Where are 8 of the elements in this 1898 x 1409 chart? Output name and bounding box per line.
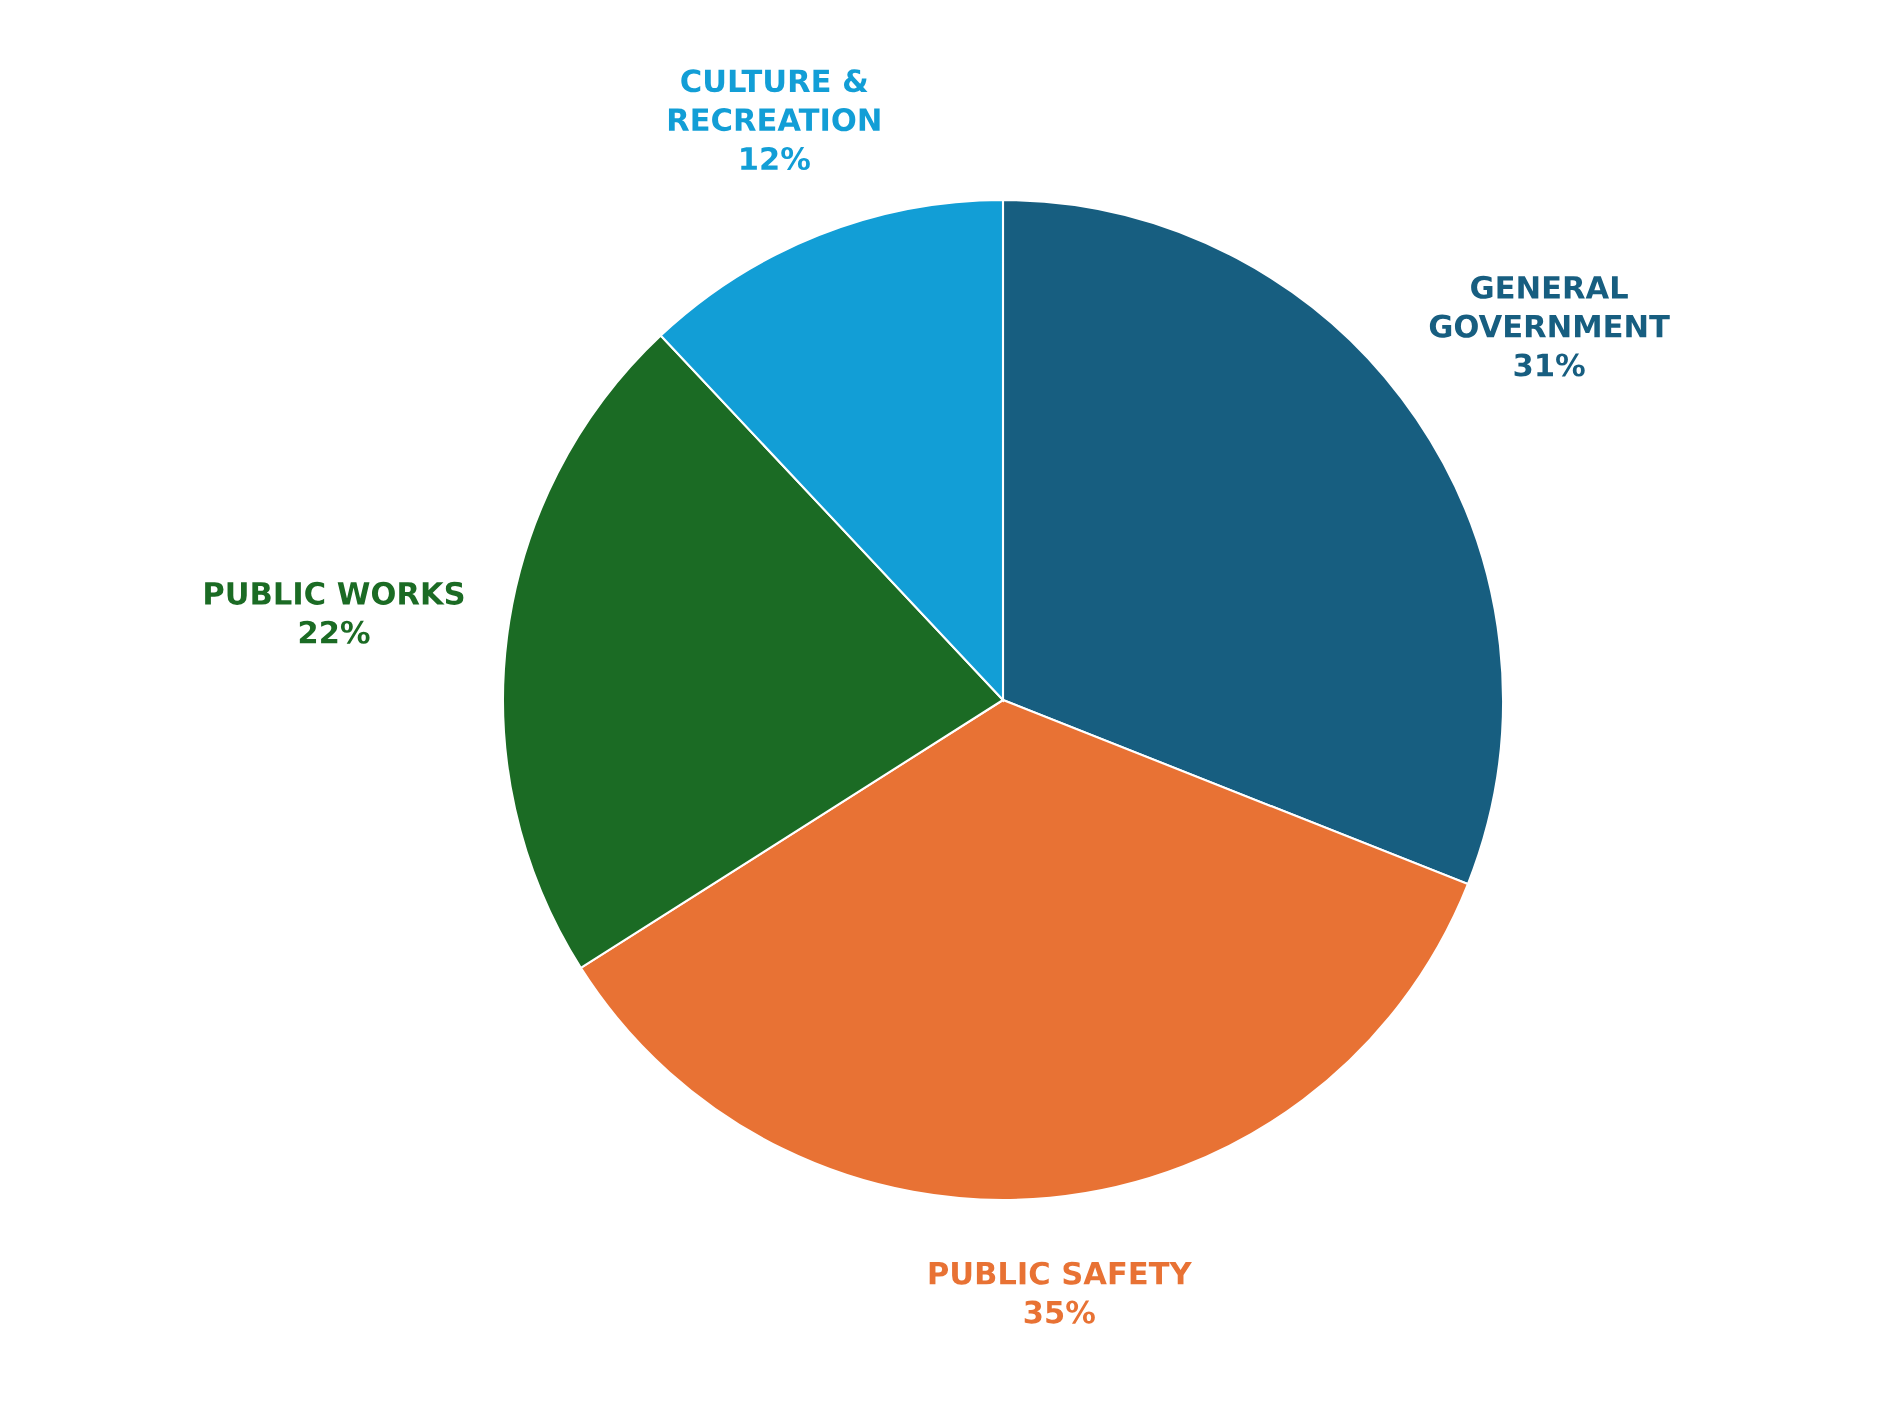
data-label: 22%	[299, 620, 370, 644]
data-label: 12%	[741, 146, 810, 171]
slice-label: CULTURE & RECREATION	[668, 69, 880, 132]
data-label: 35%	[1024, 1300, 1095, 1324]
slice-label: GENERAL GOVERNMENT	[1429, 275, 1670, 338]
data-label: 31%	[1514, 353, 1585, 377]
slice-label: PUBLIC SAFETY	[929, 1261, 1192, 1285]
slice-label: PUBLIC WORKS	[205, 581, 464, 605]
